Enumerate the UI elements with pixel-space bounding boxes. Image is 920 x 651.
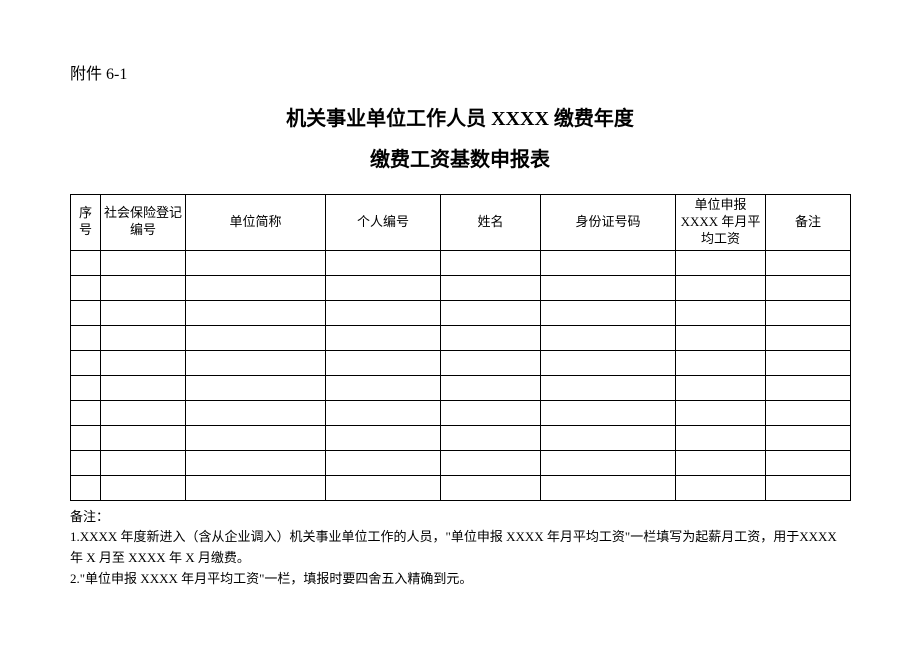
- attachment-label: 附件 6-1: [70, 60, 850, 84]
- document-title-line-2: 缴费工资基数申报表: [70, 143, 850, 172]
- table-body: [71, 250, 851, 500]
- note-item-1: 1.XXXX 年度新进入（含从企业调入）机关事业单位工作的人员，"单位申报 XX…: [70, 527, 850, 569]
- document-title-line-1: 机关事业单位工作人员 XXXX 缴费年度: [70, 102, 850, 131]
- table-row: [71, 400, 851, 425]
- col-header-name: 姓名: [441, 195, 541, 251]
- notes-section: 备注： 1.XXXX 年度新进入（含从企业调入）机关事业单位工作的人员，"单位申…: [70, 507, 850, 590]
- col-header-remark: 备注: [766, 195, 851, 251]
- table-row: [71, 425, 851, 450]
- col-header-id-number: 身份证号码: [541, 195, 676, 251]
- table-row: [71, 475, 851, 500]
- col-header-unit-name: 单位简称: [186, 195, 326, 251]
- table-row: [71, 350, 851, 375]
- table-row: [71, 250, 851, 275]
- table-row: [71, 325, 851, 350]
- table-row: [71, 450, 851, 475]
- table-row: [71, 275, 851, 300]
- note-item-2: 2."单位申报 XXXX 年月平均工资"一栏，填报时要四舍五入精确到元。: [70, 569, 850, 590]
- col-header-social-insurance: 社会保险登记编号: [101, 195, 186, 251]
- table-row: [71, 300, 851, 325]
- notes-label: 备注：: [70, 507, 850, 528]
- table-header-row: 序号 社会保险登记编号 单位简称 个人编号 姓名 身份证号码 单位申报XXXX …: [71, 195, 851, 251]
- declaration-table: 序号 社会保险登记编号 单位简称 个人编号 姓名 身份证号码 单位申报XXXX …: [70, 194, 851, 501]
- col-header-personal-number: 个人编号: [326, 195, 441, 251]
- table-row: [71, 375, 851, 400]
- col-header-sequence: 序号: [71, 195, 101, 251]
- col-header-salary: 单位申报XXXX 年月平均工资: [676, 195, 766, 251]
